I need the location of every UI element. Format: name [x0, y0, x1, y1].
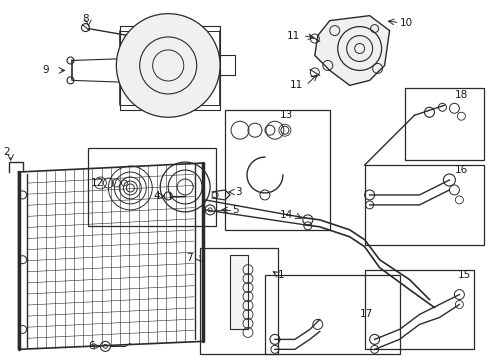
Text: 7: 7 [186, 253, 193, 263]
Text: 4: 4 [153, 191, 160, 201]
Text: 1: 1 [277, 270, 284, 280]
Text: 2: 2 [4, 147, 10, 157]
Bar [364, 270, 473, 349]
Text: 6: 6 [88, 341, 95, 351]
Text: 11: 11 [289, 80, 303, 90]
Text: 12: 12 [90, 178, 103, 188]
Text: 9: 9 [42, 66, 49, 76]
Text: 17: 17 [359, 310, 372, 319]
Polygon shape [314, 15, 389, 85]
Bar [229, 255, 247, 329]
Text: 10: 10 [399, 18, 412, 28]
Text: 11: 11 [286, 31, 300, 41]
Text: 16: 16 [453, 165, 467, 175]
Text: 15: 15 [456, 270, 469, 280]
Text: 5: 5 [232, 205, 238, 215]
Bar [364, 165, 483, 245]
Text: 18: 18 [453, 90, 467, 100]
Bar [200, 248, 277, 354]
Text: 14: 14 [279, 210, 292, 220]
Bar [404, 88, 483, 160]
Circle shape [116, 14, 220, 117]
Text: 8: 8 [82, 14, 89, 24]
Bar [224, 110, 329, 230]
Bar [88, 148, 216, 226]
Text: 3: 3 [235, 187, 241, 197]
Text: 13: 13 [279, 110, 292, 120]
Bar [264, 275, 399, 354]
